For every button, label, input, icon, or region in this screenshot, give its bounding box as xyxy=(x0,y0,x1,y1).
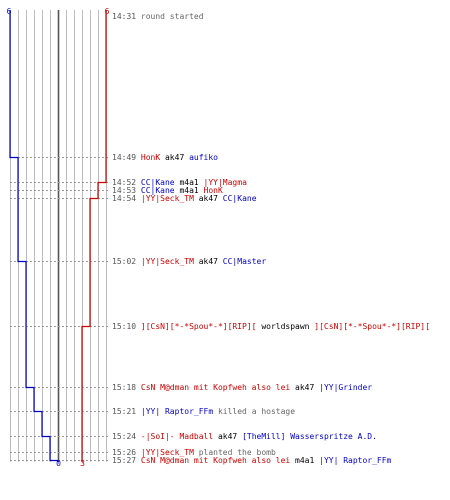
bottom-label-red: 3 xyxy=(80,459,85,468)
event-text: m4a1 xyxy=(174,186,204,195)
event-time: 15:24 xyxy=(112,432,141,441)
event-row: 14:52 CC|Kane m4a1 |YY|Magma xyxy=(112,177,247,188)
event-text: HonK xyxy=(203,186,223,195)
event-guide-lines xyxy=(10,157,110,461)
event-text: planted the bomb xyxy=(193,448,276,457)
top-label-blue: 6 xyxy=(7,7,12,16)
event-time: 14:54 xyxy=(112,194,141,203)
event-text: killed a hostage xyxy=(213,407,296,416)
red-series-line xyxy=(81,10,107,462)
event-text: |YY|Seck_TM xyxy=(140,257,194,266)
event-text: ][CsN][*-*Spou*-*][RIP][ xyxy=(314,322,430,331)
event-row: 15:27 CsN M@dman mit Kopfweh also lei m4… xyxy=(112,455,391,466)
event-time: 15:26 xyxy=(112,448,141,457)
event-text: HonK xyxy=(140,153,161,162)
event-text: CsN M@dman mit Kopfweh also lei xyxy=(140,383,291,392)
event-time: 14:49 xyxy=(112,153,141,162)
event-row: 14:31 round started xyxy=(112,11,204,22)
event-text: ak47 xyxy=(193,257,223,266)
event-time: 14:52 xyxy=(112,178,141,187)
bottom-label-center: 0 xyxy=(56,459,61,468)
event-text: [TheMill] Wasserspritze A.D. xyxy=(242,432,377,441)
event-text: CC|Kane xyxy=(140,186,175,195)
axis-labels: 6 6 0 3 xyxy=(7,7,110,468)
event-text: CsN M@dman mit Kopfweh also lei xyxy=(140,456,291,465)
event-time: 15:10 xyxy=(112,322,141,331)
event-text: m4a1 xyxy=(290,456,320,465)
event-text: worldspawn xyxy=(256,322,315,331)
event-row: 15:18 CsN M@dman mit Kopfweh also lei ak… xyxy=(112,382,372,393)
event-time: 15:27 xyxy=(112,456,141,465)
event-text: |YY| Raptor_FFm xyxy=(319,456,392,465)
event-text: m4a1 xyxy=(174,178,204,187)
event-text: ak47 xyxy=(213,432,243,441)
event-time: 15:18 xyxy=(112,383,141,392)
event-text: ak47 xyxy=(160,153,190,162)
event-time: 15:02 xyxy=(112,257,141,266)
event-row: 15:24 -|SoI|- Madball ak47 [TheMill] Was… xyxy=(112,431,377,442)
event-text: |YY|Seck_TM xyxy=(140,194,194,203)
event-text: |YY|Magma xyxy=(203,178,247,187)
event-text: aufiko xyxy=(189,153,218,162)
event-time: 14:31 xyxy=(112,12,141,21)
event-time: 14:53 xyxy=(112,186,141,195)
event-row: 14:53 CC|Kane m4a1 HonK xyxy=(112,185,223,196)
event-text: ak47 xyxy=(193,194,223,203)
series-lines xyxy=(9,10,107,462)
event-text: ][CsN][*-*Spou*-*][RIP][ xyxy=(140,322,257,331)
event-text: -|SoI|- Madball xyxy=(140,432,214,441)
event-text: |YY| Raptor_FFm xyxy=(140,407,214,416)
event-row: 15:21 |YY| Raptor_FFm killed a hostage xyxy=(112,406,295,417)
event-row: 15:02 |YY|Seck_TM ak47 CC|Master xyxy=(112,256,266,267)
event-row: 15:26 |YY|Seck_TM planted the bomb xyxy=(112,447,276,458)
event-text: CC|Kane xyxy=(140,178,175,187)
event-text: CC|Kane xyxy=(222,194,257,203)
event-time: 15:21 xyxy=(112,407,141,416)
top-label-red: 6 xyxy=(105,7,110,16)
event-text: |YY|Seck_TM xyxy=(140,448,194,457)
event-row: 15:10 ][CsN][*-*Spou*-*][RIP][ worldspaw… xyxy=(112,321,430,332)
event-text: CC|Master xyxy=(222,257,267,266)
event-text: round started xyxy=(140,12,204,21)
event-row: 14:49 HonK ak47 aufiko xyxy=(112,152,218,163)
event-row: 14:54 |YY|Seck_TM ak47 CC|Kane xyxy=(112,193,257,204)
blue-series-line xyxy=(9,10,59,462)
grid-lines xyxy=(10,10,107,462)
event-text: ak47 xyxy=(290,383,320,392)
event-text: |YY|Grinder xyxy=(319,383,373,392)
